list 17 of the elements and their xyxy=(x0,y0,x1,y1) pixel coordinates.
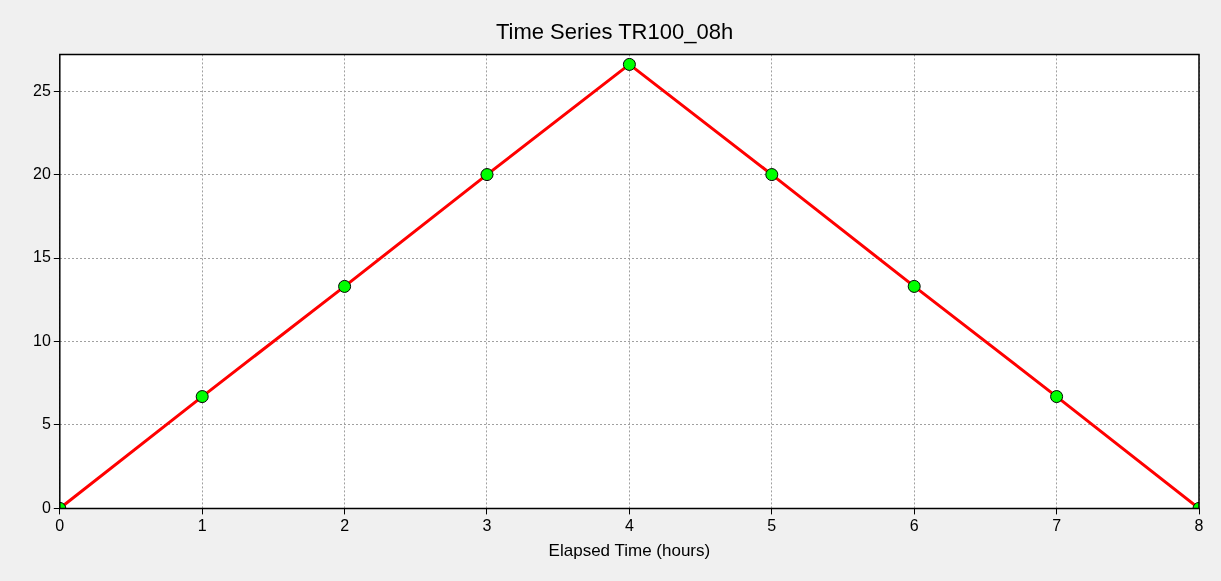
x-tick-label: 4 xyxy=(624,517,634,535)
y-tick-label: 25 xyxy=(33,81,51,99)
y-tick-label: 0 xyxy=(41,498,51,516)
x-tick-label: 7 xyxy=(1052,517,1062,535)
y-tick-label: 15 xyxy=(33,248,51,266)
x-tick-label: 8 xyxy=(1194,517,1204,535)
chart-title: Time Series TR100_08h xyxy=(495,19,734,45)
y-tick-label: 20 xyxy=(33,164,51,182)
x-tick-label: 3 xyxy=(482,517,492,535)
x-tick-label: 6 xyxy=(909,517,919,535)
x-tick-label: 5 xyxy=(767,517,777,535)
y-tick-label: 10 xyxy=(33,331,51,349)
x-tick-label: 2 xyxy=(340,517,350,535)
x-axis-title: Elapsed Time (hours) xyxy=(548,541,711,561)
y-tick-label: 5 xyxy=(41,415,51,433)
x-tick-label: 1 xyxy=(197,517,207,535)
x-tick-label: 0 xyxy=(55,517,65,535)
